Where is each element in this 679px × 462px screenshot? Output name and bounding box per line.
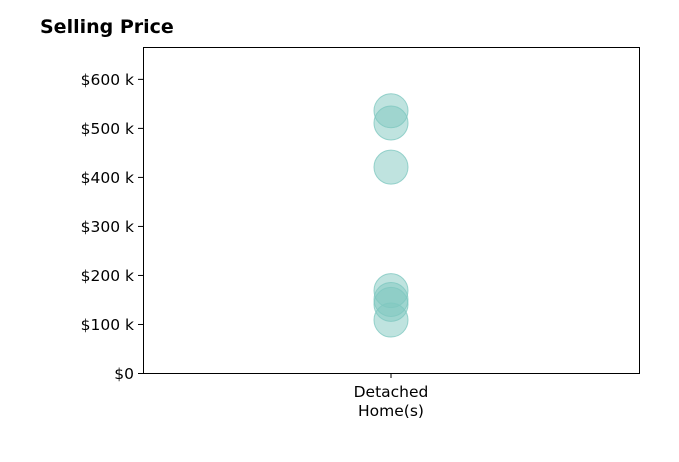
y-tick-label: $500 k	[81, 120, 134, 138]
y-tick-label: $100 k	[81, 316, 134, 334]
y-tick-label: $600 k	[81, 71, 134, 89]
y-tick-label: $200 k	[81, 267, 134, 285]
x-tick-label: Detached Home(s)	[354, 383, 429, 420]
data-point	[373, 302, 409, 338]
y-tick-label: $400 k	[81, 169, 134, 187]
x-axis: Detached Home(s)	[354, 373, 429, 420]
data-points	[373, 93, 409, 338]
y-tick-label: $300 k	[81, 218, 134, 236]
data-point	[373, 149, 409, 185]
data-point	[373, 105, 409, 141]
y-axis: $0 $100 k $200 k $300 k $400 k $500 k $600 k	[81, 71, 143, 383]
chart-title: Selling Price	[40, 16, 174, 38]
y-tick-label: $0	[114, 365, 134, 383]
plot-frame	[143, 47, 640, 374]
